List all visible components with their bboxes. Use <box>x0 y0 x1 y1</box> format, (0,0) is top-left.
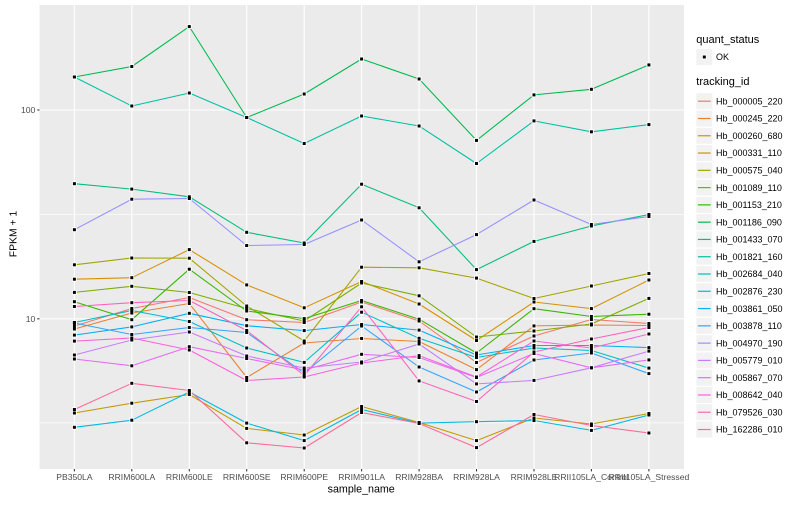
svg-text:RRIM600PE: RRIM600PE <box>280 472 328 482</box>
svg-text:Hb_001433_070: Hb_001433_070 <box>716 235 783 245</box>
svg-text:Hb_001153_210: Hb_001153_210 <box>716 200 782 210</box>
svg-text:Hb_000260_680: Hb_000260_680 <box>716 131 783 141</box>
svg-text:Hb_001186_090: Hb_001186_090 <box>716 217 782 227</box>
svg-text:Hb_162286_010: Hb_162286_010 <box>716 425 783 435</box>
svg-text:Hb_001821_160: Hb_001821_160 <box>716 252 783 262</box>
svg-text:Hb_003878_110: Hb_003878_110 <box>716 321 782 331</box>
svg-text:100: 100 <box>21 105 36 115</box>
svg-text:Hb_001089_110: Hb_001089_110 <box>716 183 782 193</box>
svg-text:Hb_000005_220: Hb_000005_220 <box>716 96 783 106</box>
svg-text:Hb_005867_070: Hb_005867_070 <box>716 373 783 383</box>
svg-text:10: 10 <box>26 314 36 324</box>
svg-text:tracking_id: tracking_id <box>696 76 749 88</box>
svg-text:Hb_003861_050: Hb_003861_050 <box>716 304 783 314</box>
svg-text:Hb_000331_110: Hb_000331_110 <box>716 148 782 158</box>
svg-text:RRII105LA_Stressed: RRII105LA_Stressed <box>609 472 690 482</box>
svg-text:Hb_002684_040: Hb_002684_040 <box>716 269 783 279</box>
svg-text:PB350LA: PB350LA <box>56 472 93 482</box>
svg-text:OK: OK <box>716 52 729 62</box>
svg-text:sample_name: sample_name <box>328 484 395 496</box>
svg-text:RRIM600LA: RRIM600LA <box>108 472 155 482</box>
svg-text:Hb_000575_040: Hb_000575_040 <box>716 166 783 176</box>
svg-text:quant_status: quant_status <box>696 34 759 46</box>
svg-text:FPKM + 1: FPKM + 1 <box>8 211 19 258</box>
svg-text:Hb_008642_040: Hb_008642_040 <box>716 390 783 400</box>
svg-text:RRIM928LE: RRIM928LE <box>511 472 558 482</box>
svg-text:Hb_000245_220: Hb_000245_220 <box>716 114 783 124</box>
svg-text:RRIM600SE: RRIM600SE <box>223 472 271 482</box>
svg-text:RRII105LA_Control: RRII105LA_Control <box>554 472 629 482</box>
svg-text:Hb_004970_190: Hb_004970_190 <box>716 338 783 348</box>
svg-text:Hb_079526_030: Hb_079526_030 <box>716 407 783 417</box>
svg-text:RRIM600LE: RRIM600LE <box>166 472 213 482</box>
svg-text:RRIM928LA: RRIM928LA <box>453 472 500 482</box>
svg-text:Hb_005779_010: Hb_005779_010 <box>716 356 783 366</box>
svg-text:Hb_002876_230: Hb_002876_230 <box>716 286 783 296</box>
svg-text:RRIM928BA: RRIM928BA <box>395 472 443 482</box>
svg-text:RRIM901LA: RRIM901LA <box>338 472 385 482</box>
